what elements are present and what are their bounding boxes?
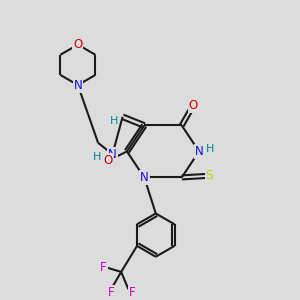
Text: S: S <box>206 169 213 182</box>
Text: H: H <box>92 152 101 162</box>
Text: H: H <box>110 116 118 126</box>
Text: O: O <box>103 154 113 166</box>
Text: N: N <box>140 171 148 184</box>
Text: H: H <box>206 143 214 154</box>
Text: N: N <box>195 145 203 158</box>
Text: O: O <box>189 99 198 112</box>
Text: F: F <box>108 286 114 299</box>
Text: F: F <box>128 286 135 299</box>
Text: O: O <box>73 38 83 51</box>
Text: F: F <box>100 261 106 274</box>
Text: N: N <box>74 79 82 92</box>
Text: N: N <box>108 148 117 161</box>
